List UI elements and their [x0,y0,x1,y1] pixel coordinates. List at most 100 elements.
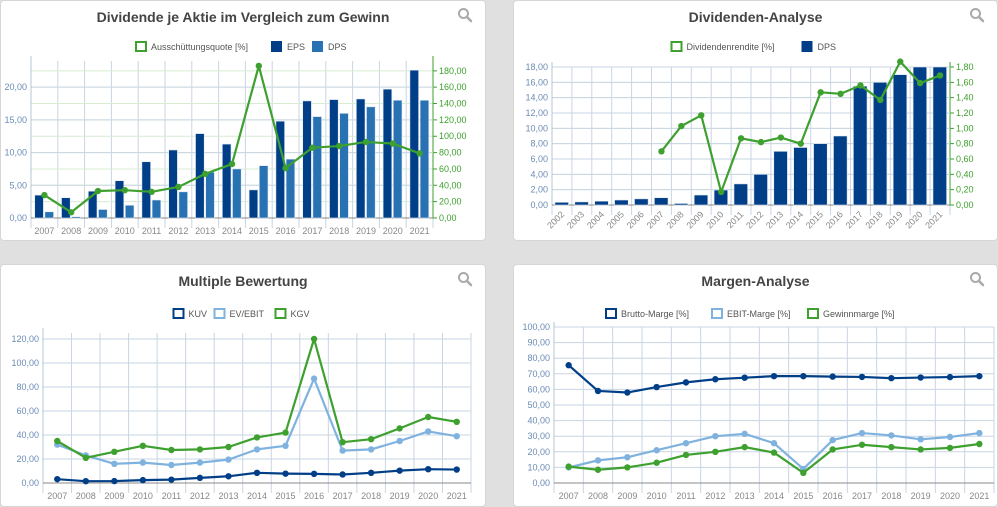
data-point-gewinnmarge [653,459,660,466]
data-point-dividendenrendite [857,82,864,89]
data-point-ev-ebit [196,459,204,466]
legend-item-aussch-ttungsquote-[interactable]: Ausschüttungsquote [%] [135,41,248,52]
legend-swatch [605,308,617,319]
data-point-kgv [367,436,375,443]
legend-swatch [801,41,813,52]
x-tick-label: 2017 [302,226,322,236]
legend-item-ev-ebit[interactable]: EV/EBIT [213,308,265,319]
legend-label: EPS [287,42,305,52]
data-point-dividendenrendite [916,79,924,87]
magnifier-icon[interactable] [457,7,473,23]
y-left-tick-label: 12,00 [525,108,548,118]
data-point-brutto-marge [712,376,719,383]
data-point-ebit-marge [712,433,719,440]
y-left-tick-label: 40,00 [527,416,550,426]
bar-dps [392,99,403,219]
legend-item-dps[interactable]: DPS [801,41,837,52]
data-point-kuv [310,470,318,478]
y-left-tick-label: 18,00 [525,62,548,72]
data-point-ebit-marge [917,436,924,443]
legend-label: EBIT-Marge [%] [727,309,791,319]
magnifier-icon[interactable] [969,271,985,287]
data-point-ev-ebit [310,375,318,382]
legend-swatch [271,41,282,52]
x-tick-label: 2005 [605,209,626,230]
x-tick-label: 2017 [333,491,353,501]
chart-title: Margen-Analyse [701,273,810,289]
y-left-tick-label: 4,00 [530,169,548,179]
bar-dps [312,116,322,219]
y-right-tick-label: 160,00 [439,82,467,92]
data-point-brutto-marge [917,374,924,381]
magnifier-icon[interactable] [457,271,473,287]
legend-item-gewinnmarge-[interactable]: Gewinnmarge [%] [807,308,895,319]
data-point-kuv [168,476,175,483]
panel-multiple-bewertung: Multiple Bewertung KUV EV/EBIT KGV 0,00 20,0… [0,264,486,507]
data-point-dividendenrendite [897,58,904,65]
data-point-dividendenrendite [817,89,824,96]
data-point-aussch-ttungsquote [336,142,343,150]
data-point-brutto-marge [565,362,572,369]
data-point-kgv [82,454,90,461]
x-tick-label: 2021 [969,491,989,501]
data-point-gewinnmarge [624,464,631,471]
bar-dps [554,202,569,206]
data-point-kgv [111,448,118,455]
legend-item-kuv[interactable]: KUV [172,308,208,319]
data-point-kgv [225,443,232,451]
x-tick-label: 2013 [764,209,785,230]
bar-eps [222,143,232,219]
data-point-kgv [282,429,289,436]
data-point-ebit-marge [624,454,631,461]
legend-item-dividendenrendite-[interactable]: Dividendenrendite [%] [670,41,775,52]
bar-eps [114,180,125,219]
data-point-kuv [396,467,403,474]
x-tick-label: 2020 [903,209,924,230]
data-point-aussch-ttungsquote [309,144,316,151]
legend-item-eps[interactable]: EPS [271,41,305,52]
y-left-tick-label: 60,00 [16,406,39,416]
bar-eps [382,88,393,219]
legend-item-brutto-marge-[interactable]: Brutto-Marge [%] [605,308,689,319]
data-point-dividendenrendite [737,135,745,142]
data-point-ev-ebit [282,442,289,449]
x-tick-label: 2019 [390,491,410,501]
bar-dps [753,174,768,206]
data-point-ev-ebit [425,428,432,435]
bar-dps [892,74,908,206]
bar-dps [813,143,828,206]
y-right-tick-label: 0,00 [439,213,457,223]
x-tick-label: 2010 [647,491,667,501]
legend-item-ebit-marge-[interactable]: EBIT-Marge [%] [711,308,791,319]
bar-dps [44,211,54,219]
legend-item-dps[interactable]: DPS [312,41,347,52]
legend-swatch [213,308,226,319]
data-point-dividendenrendite [717,188,725,196]
chart-margen-analyse: Brutto-Marge [%] EBIT-Marge [%] Gewinnmarg… [522,308,995,501]
legend-item-kgv[interactable]: KGV [274,308,310,319]
legend-label: KUV [189,309,208,319]
y-left-tick-label: 15,00 [4,115,27,125]
data-point-gewinnmarge [858,441,866,448]
y-right-tick-label: 60,00 [439,164,462,174]
y-left-tick-label: 6,00 [530,154,548,164]
data-point-kuv [82,478,90,485]
y-left-tick-label: 40,00 [16,430,39,440]
bar-dps [232,168,242,219]
magnifier-icon[interactable] [969,7,985,23]
x-tick-label: 2010 [704,209,725,230]
legend-label: Gewinnmarge [%] [823,309,895,319]
data-point-brutto-marge [858,373,866,381]
bar-eps [409,69,419,219]
data-point-kgv [196,446,204,453]
x-tick-label: 2016 [304,491,324,501]
data-point-kuv [225,473,232,480]
data-point-aussch-ttungsquote [121,186,128,194]
data-point-brutto-marge [888,374,895,382]
data-point-ebit-marge [594,457,602,464]
x-tick-label: 2008 [588,491,608,501]
x-tick-label: 2021 [410,226,430,236]
data-point-aussch-ttungsquote [228,160,236,168]
data-point-aussch-ttungsquote [94,187,102,195]
y-left-tick-label: 20,00 [16,454,39,464]
